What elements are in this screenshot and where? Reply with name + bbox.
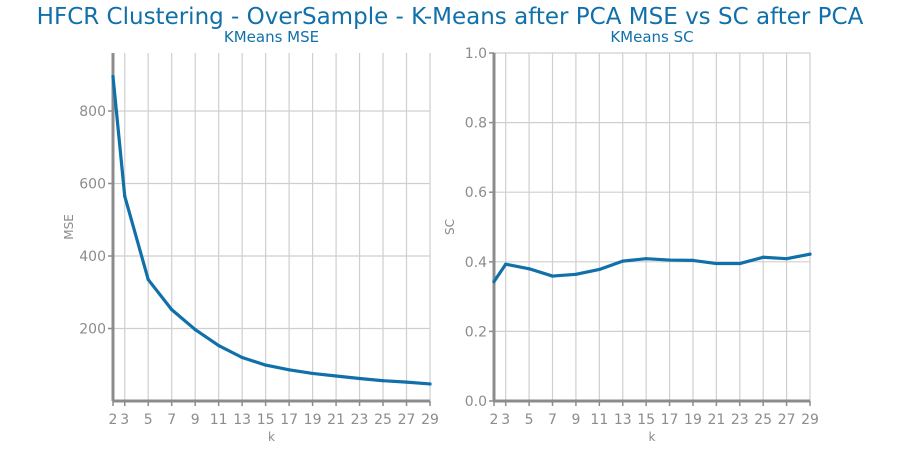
x-tick-label: 17 [661, 412, 679, 428]
data-point [428, 382, 432, 386]
y-tick-label: 600 [79, 177, 106, 193]
data-point [404, 380, 409, 384]
y-tick-label: 1.0 [465, 46, 487, 62]
data-point [784, 257, 789, 261]
x-tick-label: 27 [398, 412, 416, 428]
data-point [597, 267, 601, 272]
x-tick-label: 25 [754, 412, 772, 428]
x-tick-label: 11 [210, 412, 228, 428]
x-tick-label: 9 [571, 412, 580, 428]
x-tick-label: 3 [501, 412, 510, 428]
x-tick-label: 7 [167, 412, 176, 428]
data-point [217, 343, 221, 348]
data-point [527, 267, 531, 271]
x-tick-label: 9 [191, 412, 200, 428]
data-point [691, 258, 695, 263]
x-tick-label: 19 [684, 412, 702, 428]
y-tick-label: 400 [79, 249, 106, 265]
data-point [264, 363, 268, 367]
y-tick-label: 0.4 [465, 255, 487, 271]
x-tick-label: 2 [490, 412, 499, 428]
x-tick-label: 27 [778, 412, 796, 428]
data-point [621, 259, 625, 263]
x-axis-label: k [649, 430, 656, 444]
x-tick-label: 19 [304, 412, 322, 428]
data-point [240, 355, 244, 360]
data-point [310, 371, 315, 376]
data-point [193, 327, 197, 332]
data-point [170, 308, 174, 312]
subplot-2: 2 3 5 7 9 11 13 15 17 19 21 23 25 27 290.00.20.40.60.8… [443, 28, 819, 444]
x-tick-label: 23 [351, 412, 369, 428]
data-point [123, 194, 127, 198]
y-tick-label: 0.2 [465, 324, 487, 340]
x-tick-label: 13 [233, 412, 251, 428]
x-tick-label: 5 [144, 412, 153, 428]
x-tick-label: 17 [280, 412, 298, 428]
x-tick-label: 5 [525, 412, 534, 428]
data-point [667, 258, 672, 262]
x-tick-label: 11 [590, 412, 608, 428]
data-point [381, 379, 385, 383]
data-point [492, 280, 496, 284]
x-tick-label: 23 [731, 412, 749, 428]
x-tick-label: 29 [421, 412, 439, 428]
y-tick-label: 0.8 [465, 116, 487, 132]
data-point [644, 257, 648, 261]
y-tick-label: 0.6 [465, 185, 487, 201]
x-axis-label: k [268, 430, 275, 444]
subplot-title: KMeans MSE [224, 28, 319, 46]
data-point [714, 261, 718, 266]
data-point [574, 272, 578, 276]
x-tick-label: 29 [801, 412, 819, 428]
x-tick-label: 13 [614, 412, 632, 428]
y-tick-label: 200 [79, 322, 106, 338]
x-tick-label: 2 [109, 412, 118, 428]
data-point [761, 255, 765, 259]
data-point [357, 376, 362, 381]
subplot-title: KMeans SC [610, 28, 693, 46]
data-point [550, 274, 555, 278]
figure-title: HFCR Clustering - OverSample - K-Means a… [36, 4, 864, 30]
data-point [146, 277, 150, 282]
y-axis-label: MSE [62, 214, 76, 240]
y-tick-label: 800 [79, 104, 106, 120]
x-tick-label: 15 [637, 412, 655, 428]
subplot-1: 2 3 5 7 9 11 13 15 17 19 21 23 25 27 29200400600800KMe… [62, 28, 439, 444]
y-tick-label: 0.0 [465, 394, 487, 410]
data-point [111, 74, 115, 79]
x-tick-label: 3 [120, 412, 129, 428]
y-axis-label: SC [443, 219, 457, 235]
data-point [504, 262, 508, 266]
x-tick-label: 21 [327, 412, 345, 428]
x-tick-label: 25 [374, 412, 392, 428]
data-point [334, 374, 338, 378]
x-tick-label: 7 [548, 412, 557, 428]
x-tick-label: 21 [707, 412, 725, 428]
data-point [738, 261, 742, 266]
x-tick-label: 15 [257, 412, 275, 428]
data-point [808, 252, 812, 256]
data-point [287, 368, 291, 372]
